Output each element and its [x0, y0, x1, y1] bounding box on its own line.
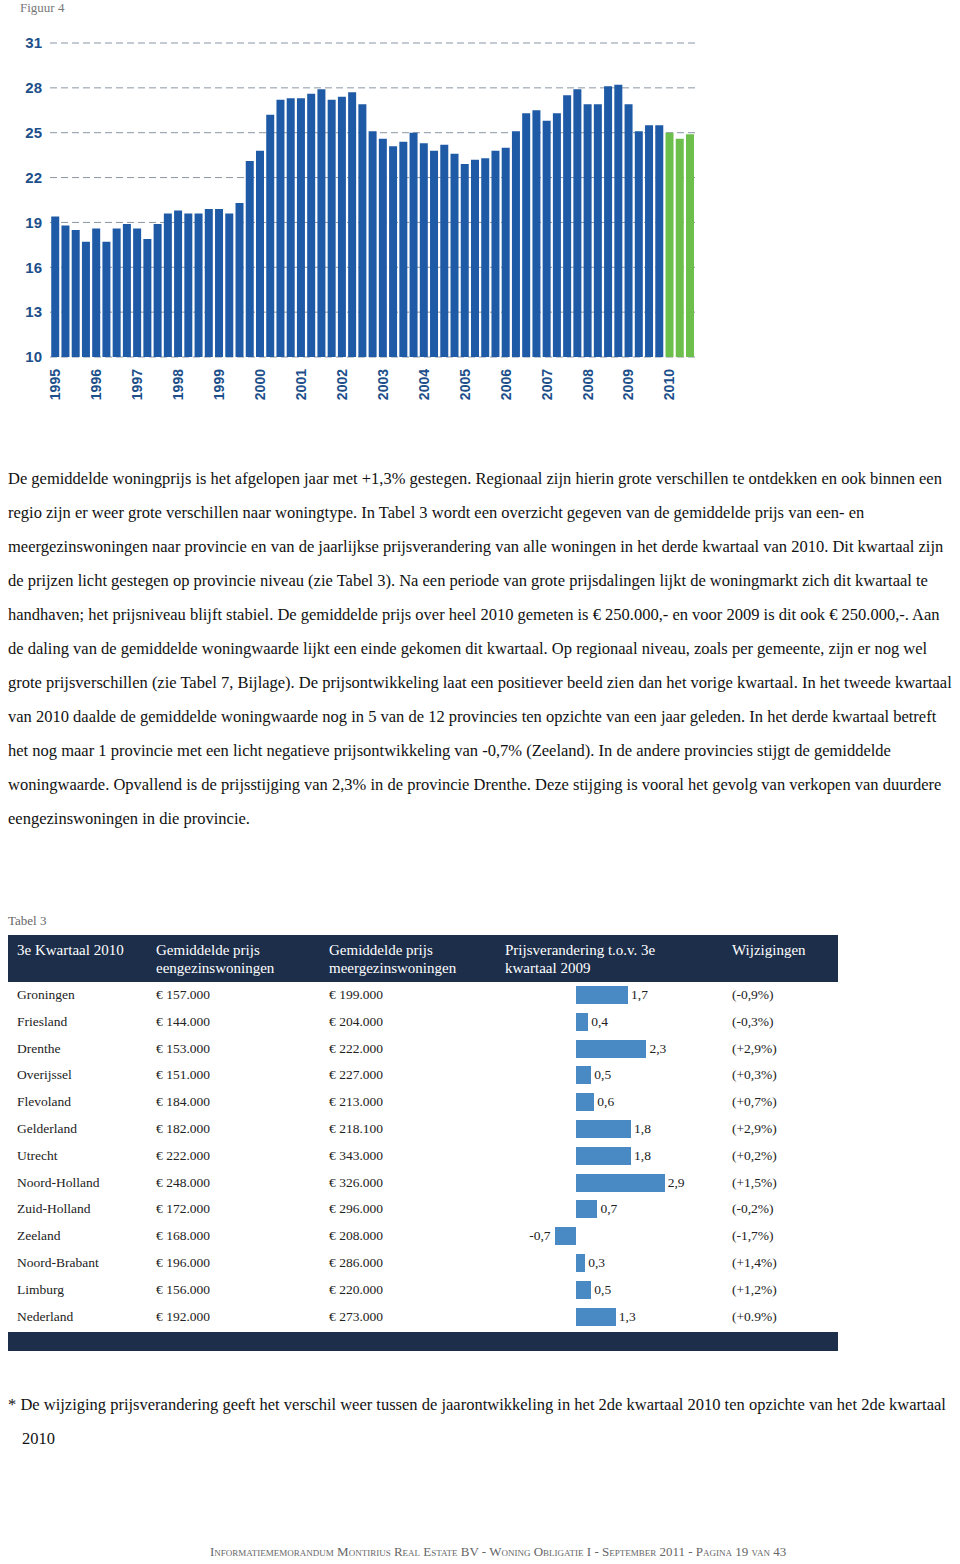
svg-text:2002: 2002	[334, 369, 350, 400]
html-text:Gemiddelde prijs eengezinswoni: Gemiddelde prijs eengezinswoningen	[156, 942, 275, 976]
svg-text:2001: 2001	[293, 369, 309, 400]
html-text:(-0,2%): (-0,2%)	[732, 1201, 774, 1217]
html-text:Noord-Holland: Noord-Holland	[17, 1174, 100, 1190]
html-text:(+0,7%): (+0,7%)	[732, 1094, 777, 1110]
html-text:Prijsverandering t.o.v. 3e kwa: Prijsverandering t.o.v. 3e kwartaal 2009	[505, 942, 656, 976]
html-text:(+2,9%): (+2,9%)	[732, 1121, 777, 1136]
html-text:1,3: 1,3	[618, 1308, 636, 1324]
html-text:Tabel 3: Tabel 3	[8, 913, 47, 928]
svg-text:2008: 2008	[580, 369, 596, 400]
svg-text:13: 13	[25, 303, 42, 320]
html-text:(+0,3%): (+0,3%)	[732, 1067, 777, 1083]
html-text:0,6: 0,6	[597, 1094, 615, 1110]
html-text:0,5: 0,5	[594, 1281, 612, 1297]
html-text:(+1,2%): (+1,2%)	[732, 1281, 777, 1297]
html-text:€ 157.000: € 157.000	[156, 987, 210, 1002]
html-text:€ 192.000: € 192.000	[156, 1308, 210, 1324]
html-text:€ 222.000: € 222.000	[329, 1040, 383, 1056]
html-text:(+0,2%): (+0,2%)	[732, 1147, 777, 1163]
html-text:2,9: 2,9	[667, 1174, 685, 1190]
html-text:1,8: 1,8	[634, 1147, 651, 1163]
svg-text:2007: 2007	[539, 369, 555, 400]
html-text:(+1,4%): (+1,4%)	[732, 1255, 777, 1270]
svg-text:1997: 1997	[129, 369, 145, 400]
html-text:1,7: 1,7	[631, 987, 648, 1002]
html-text:(+2,9%): (+2,9%)	[732, 1040, 777, 1056]
svg-text:1999: 1999	[211, 369, 227, 400]
html-text:€ 227.000: € 227.000	[329, 1067, 383, 1083]
html-text:€ 208.000: € 208.000	[329, 1228, 383, 1244]
html-text:€ 196.000: € 196.000	[156, 1255, 210, 1270]
html-text:De gemiddelde woningprijs is h: De gemiddelde woningprijs is het afgelop…	[8, 469, 952, 828]
html-text:Informatiememorandum Montirius: Informatiememorandum Montirius Real Esta…	[210, 1544, 787, 1559]
html-text:3e Kwartaal 2010: 3e Kwartaal 2010	[17, 942, 124, 958]
html-text:Nederland: Nederland	[17, 1308, 74, 1324]
svg-text:2000: 2000	[252, 369, 268, 400]
svg-text:1995: 1995	[47, 369, 63, 400]
svg-text:2003: 2003	[375, 369, 391, 400]
html-text:€ 199.000: € 199.000	[329, 987, 383, 1002]
svg-text:28: 28	[25, 79, 42, 96]
html-text:* De wijziging prijsveranderin: * De wijziging prijsverandering geeft he…	[8, 1395, 946, 1448]
html-text:0,7: 0,7	[600, 1201, 618, 1217]
html-text:Figuur 4: Figuur 4	[20, 0, 65, 15]
html-text:Zeeland: Zeeland	[17, 1228, 61, 1244]
svg-text:19: 19	[25, 214, 42, 231]
html-text:Gelderland: Gelderland	[17, 1121, 77, 1136]
html-text:Groningen: Groningen	[17, 987, 75, 1002]
html-text:(-0,9%): (-0,9%)	[732, 987, 774, 1002]
svg-text:25: 25	[25, 124, 42, 141]
html-text:€ 184.000: € 184.000	[156, 1094, 210, 1110]
html-text:0,3: 0,3	[588, 1255, 605, 1270]
html-text:€ 286.000: € 286.000	[329, 1255, 383, 1270]
html-text:Friesland: Friesland	[17, 1013, 68, 1029]
svg-text:2009: 2009	[620, 369, 636, 400]
svg-text:31: 31	[25, 34, 42, 51]
svg-text:2010: 2010	[661, 369, 677, 400]
html-text:€ 220.000: € 220.000	[329, 1281, 383, 1297]
html-text:(+0.9%): (+0.9%)	[732, 1308, 777, 1324]
html-text:€ 248.000: € 248.000	[156, 1174, 210, 1190]
html-text:Noord-Brabant: Noord-Brabant	[17, 1255, 99, 1270]
html-text:Wijzigingen: Wijzigingen	[732, 942, 806, 958]
html-text:€ 182.000: € 182.000	[156, 1121, 210, 1136]
html-text:(-1,7%): (-1,7%)	[732, 1228, 774, 1244]
html-text:(+1,5%): (+1,5%)	[732, 1174, 777, 1190]
html-text:Overijssel: Overijssel	[17, 1067, 72, 1083]
svg-text:1996: 1996	[88, 369, 104, 400]
html-text:€ 343.000: € 343.000	[329, 1147, 383, 1163]
html-text:€ 168.000: € 168.000	[156, 1228, 210, 1244]
html-text:Utrecht: Utrecht	[17, 1147, 58, 1163]
svg-text:2004: 2004	[416, 369, 432, 400]
svg-text:2005: 2005	[457, 369, 473, 400]
html-text:€ 222.000: € 222.000	[156, 1147, 210, 1163]
html-text:0,5: 0,5	[594, 1067, 612, 1083]
html-text:€ 296.000: € 296.000	[329, 1201, 383, 1217]
html-text:€ 326.000: € 326.000	[329, 1174, 383, 1190]
svg-text:1998: 1998	[170, 369, 186, 400]
html-text:2,3: 2,3	[649, 1040, 667, 1056]
html-text:€ 204.000: € 204.000	[329, 1013, 383, 1029]
svg-text:10: 10	[25, 348, 42, 365]
html-text:€ 273.000: € 273.000	[329, 1308, 383, 1324]
html-text:€ 151.000: € 151.000	[156, 1067, 210, 1083]
html-text:1,8: 1,8	[634, 1121, 651, 1136]
html-text:€ 153.000: € 153.000	[156, 1040, 210, 1056]
html-text:Drenthe: Drenthe	[17, 1040, 61, 1056]
html-text:Flevoland: Flevoland	[17, 1094, 71, 1110]
html-text:€ 144.000: € 144.000	[156, 1013, 210, 1029]
html-text:Limburg: Limburg	[17, 1281, 64, 1297]
html-text:-0,7: -0,7	[529, 1228, 551, 1244]
svg-text:2006: 2006	[498, 369, 514, 400]
html-text:€ 213.000: € 213.000	[329, 1094, 383, 1110]
html-text:€ 218.100: € 218.100	[329, 1121, 383, 1136]
html-text:€ 156.000: € 156.000	[156, 1281, 210, 1297]
html-text:Gemiddelde prijs meergezinswon: Gemiddelde prijs meergezinswoningen	[329, 942, 457, 976]
svg-text:22: 22	[25, 169, 42, 186]
svg-text:16: 16	[25, 259, 42, 276]
html-text:€ 172.000: € 172.000	[156, 1201, 210, 1217]
html-text:0,4: 0,4	[591, 1013, 609, 1029]
html-text:(-0,3%): (-0,3%)	[732, 1013, 774, 1029]
html-text:Zuid-Holland: Zuid-Holland	[17, 1201, 91, 1217]
